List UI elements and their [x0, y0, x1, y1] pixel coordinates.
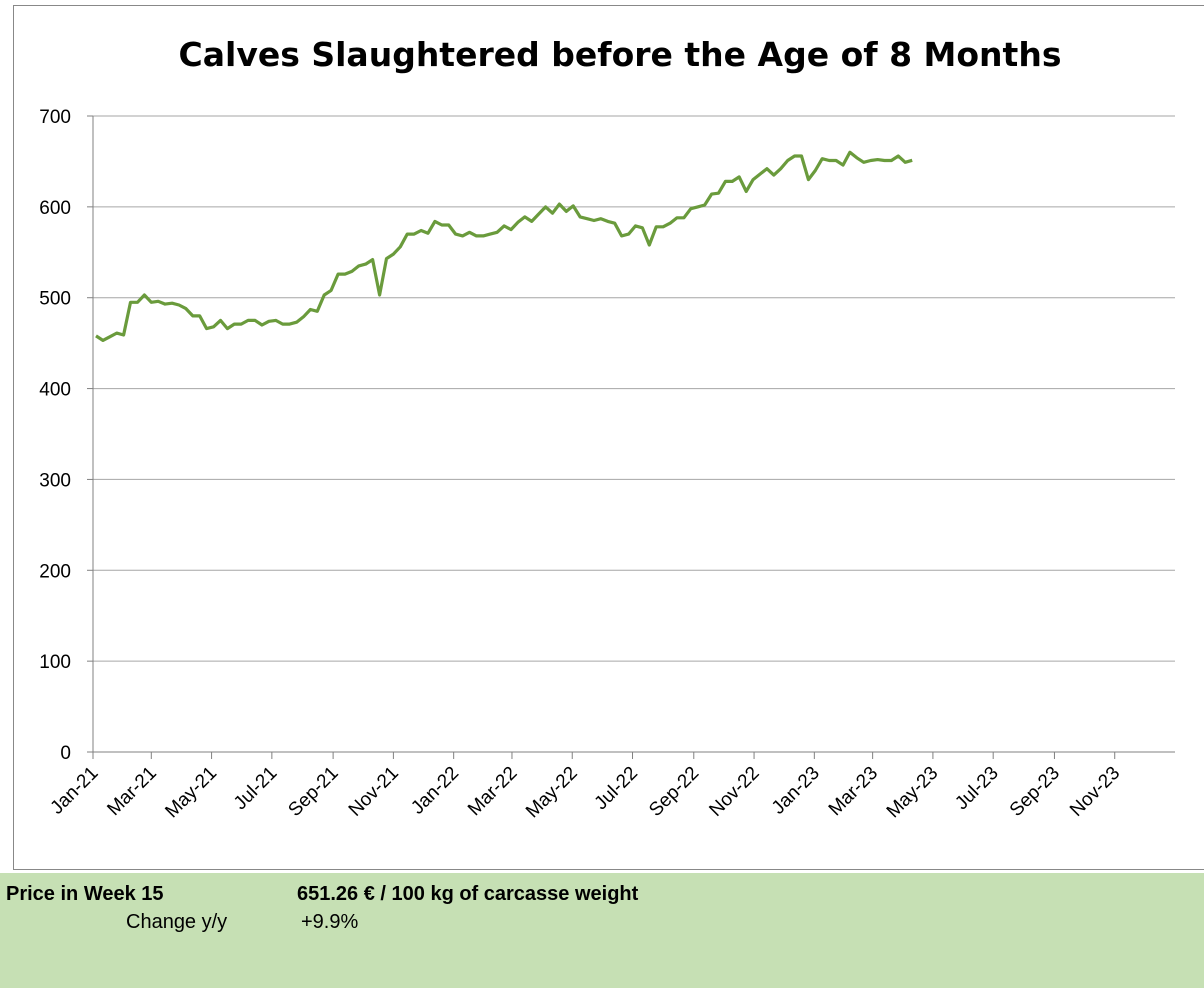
y-tick-label: 700: [39, 107, 71, 128]
change: +9.9%: [301, 911, 359, 933]
y-tick-label: 100: [39, 652, 71, 673]
footer: Price in Week 15 651.26 € / 100 kg of ca…: [0, 873, 1204, 988]
chart: Calves Slaughtered before the Age of 8 M…: [13, 5, 1204, 870]
chart-frame: [13, 5, 1204, 870]
y-tick-label: 300: [39, 470, 71, 491]
y-tick-label: 200: [39, 561, 71, 582]
y-tick-label: 600: [39, 198, 71, 219]
price-label: Price in Week 15: [6, 883, 164, 905]
price: 651.26 € / 100 kg of carcasse weight: [297, 883, 639, 905]
chart-title: Calves Slaughtered before the Age of 8 M…: [179, 35, 1062, 74]
y-tick-label: 400: [39, 380, 71, 401]
price-line: [95, 150, 913, 342]
y-tick-label: 0: [60, 743, 71, 764]
y-tick-label: 500: [39, 289, 71, 310]
change-label: Change y/y: [126, 911, 228, 933]
